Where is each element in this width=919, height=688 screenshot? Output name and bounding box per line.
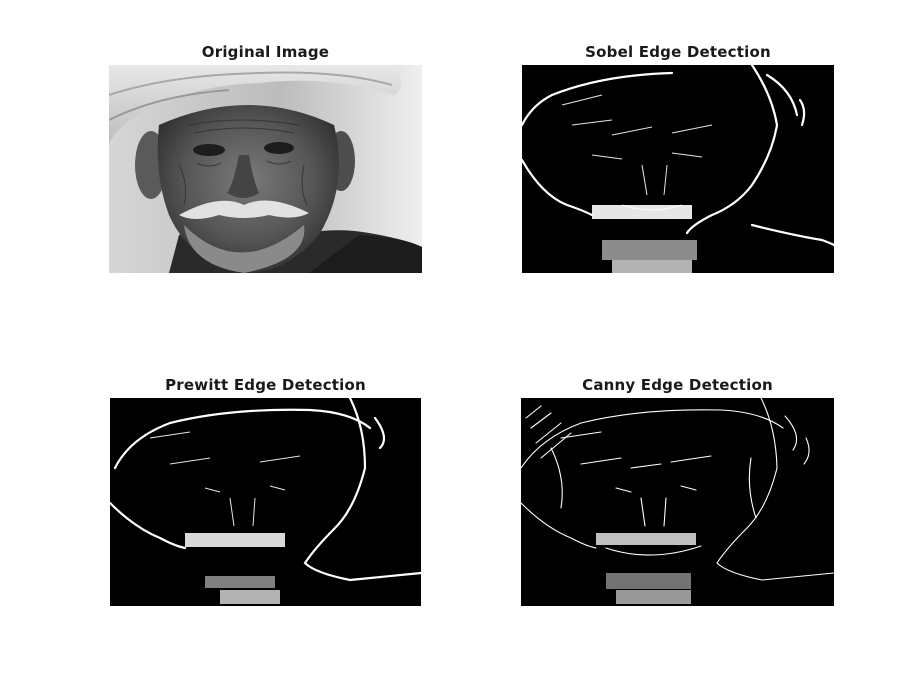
panel-original: Original Image xyxy=(109,43,422,273)
sobel-edge-map xyxy=(522,65,834,273)
panel-title-canny: Canny Edge Detection xyxy=(582,376,773,394)
original-photo xyxy=(109,65,422,273)
panel-title-prewitt: Prewitt Edge Detection xyxy=(165,376,366,394)
panel-sobel: Sobel Edge Detection xyxy=(522,43,834,273)
panel-title-original: Original Image xyxy=(201,43,330,61)
panel-prewitt: Prewitt Edge Detection xyxy=(110,376,421,606)
prewitt-edge-map xyxy=(110,398,421,606)
canny-edge-map xyxy=(521,398,834,606)
panel-title-sobel: Sobel Edge Detection xyxy=(585,43,771,61)
panel-canny: Canny Edge Detection xyxy=(521,376,834,606)
